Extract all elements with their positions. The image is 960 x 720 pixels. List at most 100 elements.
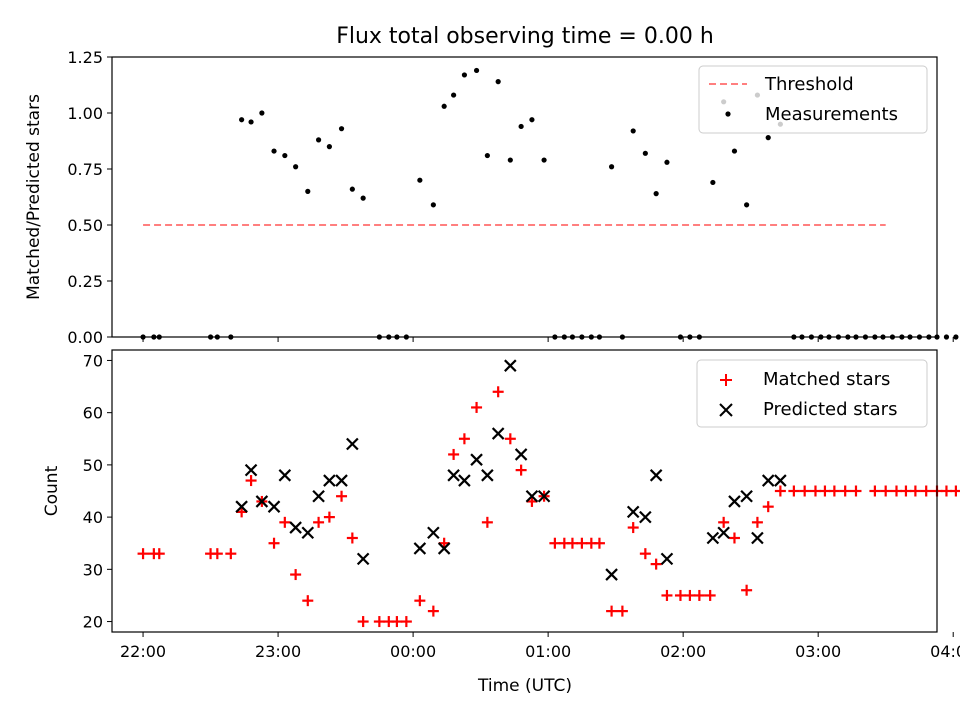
bottom-y-tick-label: 50 bbox=[83, 456, 103, 475]
measurement-point bbox=[417, 177, 423, 183]
predicted-star-point bbox=[751, 531, 764, 545]
matched-star-point bbox=[762, 501, 774, 513]
predicted-star-point bbox=[323, 474, 336, 487]
top-panel: 0.00 0.25 0.50 0.75 1.00 1.25 Matched/Predict… bbox=[24, 48, 959, 347]
predicted-star-point bbox=[717, 526, 730, 540]
matched-star-point bbox=[448, 448, 460, 460]
predicted-star-point bbox=[660, 552, 674, 566]
measurement-point bbox=[248, 119, 254, 125]
measurement-point bbox=[451, 92, 457, 98]
measurement-point bbox=[259, 110, 265, 116]
matched-star-point bbox=[302, 595, 314, 607]
matched-star-point bbox=[492, 386, 504, 398]
matched-star-point bbox=[593, 537, 605, 549]
predicted-star-point bbox=[267, 500, 281, 513]
matched-star-point bbox=[566, 537, 578, 549]
bottom-legend: Matched stars Predicted stars bbox=[696, 359, 928, 428]
measurement-point bbox=[484, 152, 490, 159]
matched-star-point bbox=[869, 485, 881, 497]
matched-star-point bbox=[850, 485, 862, 497]
measurement-point bbox=[473, 67, 480, 74]
matched-star-point bbox=[674, 589, 686, 601]
predicted-star-point bbox=[278, 469, 292, 482]
measurement-point bbox=[239, 117, 245, 123]
predicted-star-point bbox=[605, 568, 618, 581]
bottom-legend-box bbox=[696, 359, 928, 428]
chart-title: Flux total observing time = 0.00 h bbox=[336, 24, 714, 49]
predicted-legend-label: Predicted stars bbox=[763, 399, 897, 420]
matched-star-point bbox=[639, 548, 651, 560]
bottom-y-tick-label: 30 bbox=[83, 560, 103, 579]
predicted-star-point bbox=[639, 510, 652, 524]
measurement-point bbox=[441, 103, 447, 109]
matched-star-point bbox=[458, 433, 470, 445]
measurement-point bbox=[653, 191, 659, 197]
predicted-star-point bbox=[312, 489, 325, 503]
matched-star-point bbox=[819, 485, 831, 497]
measurement-point bbox=[943, 334, 950, 340]
predicted-star-point bbox=[255, 495, 269, 508]
measurement-point bbox=[731, 148, 738, 154]
predicted-legend-swatch bbox=[719, 403, 733, 417]
measurement-point bbox=[630, 128, 636, 134]
matched-star-point bbox=[268, 537, 280, 549]
x-tick-label: 23:00 bbox=[255, 642, 301, 661]
matched-star-point bbox=[828, 485, 840, 497]
bottom-axes: 20 30 40 50 60 70 22:00 23:00 00:00 01:00 02:00 03:… bbox=[83, 351, 960, 661]
matched-star-point bbox=[774, 485, 786, 497]
bottom-axes-frame bbox=[111, 349, 938, 633]
top-legend: Threshold Measurements bbox=[698, 65, 928, 134]
matched-star-point bbox=[693, 589, 705, 601]
predicted-star-point bbox=[761, 474, 775, 487]
matched-star-point bbox=[900, 485, 912, 497]
bottom-y-tick-label: 20 bbox=[83, 613, 103, 632]
predicted-star-point bbox=[626, 505, 640, 519]
top-y-tick-label: 0.75 bbox=[67, 160, 103, 179]
matched-star-point bbox=[400, 616, 412, 628]
predicted-star-point bbox=[491, 427, 505, 440]
x-tick-label: 22:00 bbox=[120, 642, 166, 661]
predicted-star-point bbox=[525, 489, 539, 503]
measurement-point bbox=[315, 137, 322, 143]
matched-star-point bbox=[504, 433, 516, 445]
matched-star-point bbox=[427, 605, 439, 617]
measurement-point bbox=[461, 72, 468, 78]
measurements-legend-swatch bbox=[725, 111, 731, 117]
bottom-data-marks bbox=[137, 359, 960, 628]
predicted-star-point bbox=[447, 469, 460, 482]
top-y-tick-label: 0.50 bbox=[67, 216, 103, 235]
matched-star-point bbox=[549, 537, 561, 549]
predicted-star-point bbox=[413, 542, 427, 555]
measurement-point bbox=[541, 157, 547, 163]
measurement-point bbox=[507, 157, 513, 163]
matched-star-point bbox=[661, 589, 673, 601]
bottom-y-tick-label: 70 bbox=[83, 351, 103, 370]
measurement-point bbox=[293, 164, 299, 170]
matched-star-point bbox=[704, 589, 716, 601]
top-axes: 0.00 0.25 0.50 0.75 1.00 1.25 bbox=[67, 48, 954, 347]
predicted-star-point bbox=[740, 489, 753, 503]
measurement-point bbox=[326, 144, 332, 150]
matched-legend-label: Matched stars bbox=[763, 369, 890, 390]
predicted-star-point bbox=[706, 531, 720, 545]
matched-star-point bbox=[137, 548, 149, 560]
matched-star-point bbox=[481, 516, 493, 528]
predicted-star-point bbox=[356, 552, 370, 566]
x-tick-label: 01:00 bbox=[525, 642, 571, 661]
predicted-star-point bbox=[335, 474, 348, 487]
top-y-tick-label: 0.25 bbox=[67, 272, 103, 291]
matched-star-point bbox=[373, 616, 385, 628]
bottom-y-tick-label: 60 bbox=[83, 404, 103, 423]
predicted-star-point bbox=[470, 453, 483, 466]
bottom-panel: 20 30 40 50 60 70 22:00 23:00 00:00 01:00 02:00 03:… bbox=[42, 349, 960, 696]
matched-star-point bbox=[225, 548, 237, 560]
matched-star-point bbox=[839, 485, 851, 497]
predicted-star-point bbox=[346, 437, 359, 451]
measurement-point bbox=[349, 186, 355, 192]
measurement-point bbox=[271, 148, 277, 154]
matched-star-point bbox=[616, 605, 628, 617]
measurement-point bbox=[664, 159, 670, 165]
measurement-point bbox=[338, 126, 345, 132]
matched-star-point bbox=[788, 485, 800, 497]
